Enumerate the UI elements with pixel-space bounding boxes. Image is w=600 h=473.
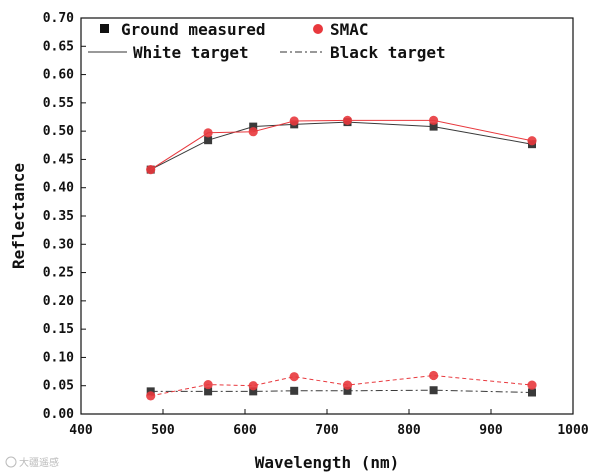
x-axis: 400 500 600 700 800 900 1000: [69, 409, 589, 438]
y-tick-label: 0.20: [43, 294, 74, 309]
data-point-smac-white: [248, 127, 258, 137]
data-point-smac-black: [289, 372, 299, 382]
data-point-smac-black: [203, 379, 213, 390]
legend-ground-label: Ground measured: [121, 20, 266, 39]
y-tick-label: 0.55: [43, 96, 74, 111]
x-tick-label: 700: [315, 423, 339, 438]
watermark: 大疆遥感: [5, 456, 59, 469]
legend-smac-marker: [313, 24, 323, 34]
y-tick-label: 0.10: [43, 350, 74, 365]
data-point-smac-white: [429, 115, 439, 125]
legend-white-label: White target: [133, 43, 249, 62]
y-axis-title: Reflectance: [9, 163, 28, 269]
data-point-ground-black: [429, 386, 438, 395]
data-point-smac-black: [342, 380, 353, 390]
y-tick-label: 0.25: [43, 266, 74, 281]
data-point-smac-white: [342, 115, 353, 125]
data-point-ground-black: [343, 386, 352, 395]
data-point-ground-black: [249, 387, 258, 396]
data-point-ground-white: [429, 122, 438, 131]
data-point-smac-white: [203, 128, 213, 138]
data-point-smac-white: [146, 165, 156, 175]
x-tick-label: 900: [479, 423, 503, 438]
y-tick-label: 0.40: [43, 181, 74, 196]
series-layer: [146, 115, 537, 401]
y-tick-label: 0.00: [43, 407, 74, 422]
x-tick-label: 1000: [557, 423, 588, 438]
legend-smac-label: SMAC: [330, 20, 369, 39]
data-point-smac-black: [248, 381, 258, 391]
data-point-smac-black: [527, 380, 537, 390]
data-point-smac-white: [289, 116, 299, 126]
watermark-text: 大疆遥感: [19, 456, 59, 469]
watermark-logo-icon: [5, 456, 17, 468]
y-tick-label: 0.65: [43, 39, 74, 54]
y-axis: 0.00 0.05 0.10 0.15 0.20 0.25 0.30 0.35 0.40 0.45…: [43, 11, 86, 422]
x-tick-label: 800: [397, 423, 421, 438]
y-tick-label: 0.15: [43, 322, 74, 337]
y-tick-label: 0.50: [43, 124, 74, 139]
y-tick-label: 0.45: [43, 152, 74, 167]
x-tick-label: 500: [151, 423, 175, 438]
y-tick-label: 0.05: [43, 379, 74, 394]
y-tick-label: 0.60: [43, 68, 74, 83]
data-point-smac-white: [527, 136, 537, 146]
x-axis-title: Wavelength (nm): [255, 453, 400, 472]
legend-black-label: Black target: [330, 43, 446, 62]
data-point-ground-white: [204, 136, 213, 145]
y-tick-label: 0.30: [43, 237, 74, 252]
legend-ground-marker: [100, 24, 109, 33]
y-tick-label: 0.35: [43, 209, 74, 224]
data-point-smac-black: [429, 370, 439, 381]
x-tick-label: 600: [233, 423, 257, 438]
data-point-smac-black: [146, 391, 156, 401]
y-tick-label: 0.70: [43, 11, 74, 26]
x-tick-label: 400: [69, 423, 93, 438]
data-point-ground-white: [249, 122, 258, 131]
data-point-ground-black: [290, 386, 299, 395]
data-point-ground-black: [204, 387, 213, 396]
legend: Ground measured SMAC White target Black …: [88, 20, 446, 62]
data-point-ground-black: [528, 388, 536, 397]
